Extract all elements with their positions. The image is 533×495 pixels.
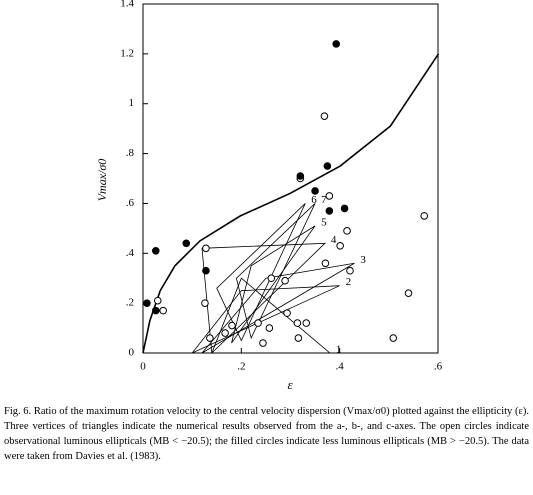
y-tick-label: 1.2 [120,47,134,59]
open-circle [159,306,167,315]
open-circle [283,309,291,317]
open-circle [320,112,329,120]
open-circle [293,319,302,327]
open-circle [221,329,229,337]
triangle [191,285,340,354]
open-circle [267,274,276,283]
open-circle [201,299,209,307]
triangle-label: 4 [331,234,337,246]
y-axis-label: Vmax/σ0 [95,159,109,202]
open-circle [281,276,289,285]
triangle [235,203,316,340]
filled-circle [325,207,334,215]
triangle-label: 7 [321,194,327,206]
filled-circle [323,162,332,170]
filled-circle [151,306,160,315]
open-circle [202,244,210,253]
filled-circle [311,187,319,195]
open-circle [254,319,262,327]
open-circle [420,212,429,220]
y-tick-label: 0 [129,347,135,359]
figure-caption: Fig. 6. Ratio of the maximum rotation ve… [4,406,529,462]
y-tick-label: .8 [126,147,135,159]
x-tick-label: .6 [434,361,443,373]
open-circle [346,266,354,275]
y-tick-label: .4 [126,247,135,259]
triangle-label: 3 [360,254,366,266]
open-circle [325,192,334,200]
y-tick-label: 1 [129,97,135,109]
triangle [231,225,316,344]
x-tick-label: .4 [336,361,345,373]
x-axis-label: ε [287,377,293,392]
filled-circle [151,246,160,255]
filled-circle [296,172,305,180]
open-circle [294,334,303,342]
triangle-label: 2 [346,276,352,288]
triangle-label: 1 [336,344,342,356]
open-circle [321,259,330,268]
open-circle [206,334,214,342]
model-curve [142,53,440,354]
filled-circle [143,299,151,307]
open-circle [228,321,236,330]
triangle [201,262,355,354]
open-circle [302,319,311,327]
triangle [216,203,306,342]
open-circle [259,339,267,347]
x-tick-label: .2 [237,361,245,373]
open-circle [404,289,413,297]
open-circle [389,334,398,342]
triangle-label: 5 [321,216,327,228]
filled-circle [340,204,349,213]
x-tick-label: 0 [140,361,146,373]
y-tick-label: .2 [126,297,134,309]
open-circle [153,296,162,305]
filled-circle [202,266,210,275]
y-tick-label: 1.4 [120,0,134,10]
filled-circle [332,40,341,48]
open-circle [343,227,351,235]
chart: ε Vmax/σ0 0 .2 .4 .6 0 .2 .4 .6 .8 1 1.2 1.4 1 23 456 7 [95,0,443,392]
triangle-label: 6 [311,194,317,206]
filled-circle [182,239,191,248]
open-circle [336,242,344,250]
y-tick-label: .6 [126,197,135,209]
open-circle [265,324,274,332]
